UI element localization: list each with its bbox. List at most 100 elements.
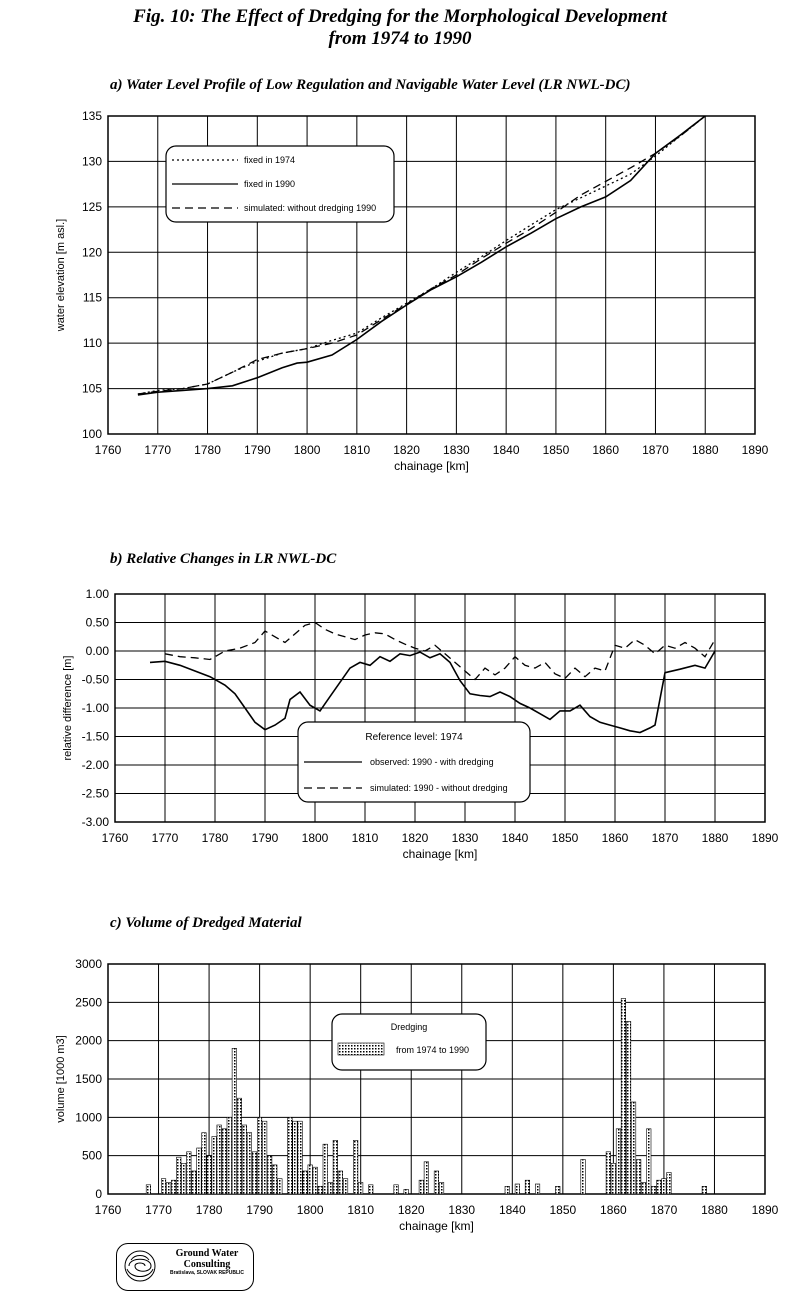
y-tick-label: 110 [83,336,102,350]
bar [651,1186,657,1195]
bar [610,1163,616,1195]
bar [625,1021,632,1195]
bar [646,1128,652,1195]
x-tick-label: 1800 [302,831,329,845]
y-tick-label: -2.00 [82,758,110,772]
legend-label: simulated: 1990 - without dredging [370,783,508,793]
bar [418,1179,424,1195]
legend: Dredging from 1974 to 1990 [331,1013,487,1071]
bar [504,1186,510,1195]
x-tick-label: 1810 [347,1203,374,1217]
legend-label: observed: 1990 - with dredging [370,757,494,767]
y-tick-label: 100 [82,427,102,441]
bar [262,1120,268,1195]
series-line-solid [137,115,706,396]
bar [332,1140,338,1195]
bar [196,1147,202,1195]
bar [277,1178,283,1195]
y-tick-label: -2.50 [82,787,110,801]
bar [312,1166,318,1195]
chart-a-title: a) Water Level Profile of Low Regulation… [110,77,631,93]
x-tick-label: 1800 [297,1203,324,1217]
x-tick-label: 1870 [651,1203,678,1217]
legend: Reference level: 1974 observed: 1990 - wi… [297,721,531,803]
plot-frame [114,593,766,823]
bar [368,1184,374,1195]
y-tick-label: -1.00 [82,701,110,715]
chart-a: 1760 1770 1780 1790 1800 1810 1820 1830 1840 1850… [55,109,769,473]
plot-frame [107,115,756,435]
bar [307,1164,313,1195]
x-tick-label: 1790 [246,1203,273,1217]
bar [423,1161,429,1195]
legend-label: from 1974 to 1990 [396,1045,469,1055]
x-tick-label: 1770 [152,831,179,845]
series-line-dashed [137,115,706,395]
figure-title: Fig. 10: The Effect of Dredging for the … [0,6,800,50]
series-line-dashed [164,621,716,681]
x-tick-label: 1890 [742,443,769,457]
bar [145,1184,151,1195]
x-axis-label: chainage [km] [403,847,478,861]
bar [171,1179,177,1195]
bar [201,1132,207,1195]
x-tick-label: 1780 [196,1203,223,1217]
y-tick-label: 0.00 [86,644,110,658]
bar [433,1170,440,1195]
legend-label: simulated: without dredging 1990 [244,203,376,213]
legend-title: Reference level: 1974 [365,732,463,743]
y-tick-label: 1000 [75,1110,102,1124]
bar [524,1179,531,1195]
bar [302,1170,308,1195]
bar [620,998,627,1195]
logo-swirl-icon [124,1250,156,1282]
chart-c: 1760 1770 1780 1790 1800 1810 1820 1830 1840 1850… [55,957,779,1233]
x-axis-label: chainage [km] [394,459,469,473]
y-tick-label: 3000 [75,957,102,971]
x-tick-label: 1850 [543,443,570,457]
chart-b: 1760 1770 1780 1790 1800 1810 1820 1830 1840 1850… [62,587,779,861]
bar [231,1048,237,1195]
x-tick-label: 1860 [602,831,629,845]
x-tick-label: 1880 [701,1203,728,1217]
bar [221,1128,227,1195]
x-tick-label: 1870 [642,443,669,457]
bar [353,1140,359,1195]
y-tick-label: -0.50 [82,673,110,687]
y-tick-label: 135 [82,109,102,123]
y-tick-label: 120 [82,245,102,259]
bar [555,1186,561,1195]
bar [297,1120,303,1195]
y-tick-label: 115 [83,291,102,305]
x-tick-label: 1770 [144,443,171,457]
bar [656,1179,662,1195]
bar [161,1178,167,1195]
y-tick-label: 2000 [75,1034,102,1048]
y-tick-label: 0.50 [86,616,110,630]
bar [287,1117,293,1195]
bar [701,1186,707,1195]
y-tick-label: -3.00 [82,815,110,829]
chart-b-title: b) Relative Changes in LR NWL-DC [110,551,337,567]
y-tick-label: 500 [82,1149,102,1163]
bar [666,1172,672,1195]
figure-title-line2: from 1974 to 1990 [328,28,472,49]
legend: fixed in 1974 fixed in 1990 simulated: wit… [165,145,395,223]
bar [630,1101,637,1195]
chart-c-title: c) Volume of Dredged Material [110,915,302,931]
bar [181,1163,187,1195]
bar [292,1120,298,1195]
x-tick-label: 1760 [102,831,129,845]
bar [358,1182,364,1195]
bar [661,1178,667,1195]
bar [317,1186,323,1195]
bar [206,1155,212,1195]
bar [580,1159,586,1195]
x-tick-label: 1830 [443,443,470,457]
logo-line3: Bratislava, SLOVAK REPUBLIC [169,1270,245,1276]
y-tick-label: 105 [82,382,102,396]
legend-label: fixed in 1990 [244,179,295,189]
x-tick-label: 1760 [95,443,122,457]
x-tick-label: 1880 [702,831,729,845]
bar [176,1156,182,1195]
